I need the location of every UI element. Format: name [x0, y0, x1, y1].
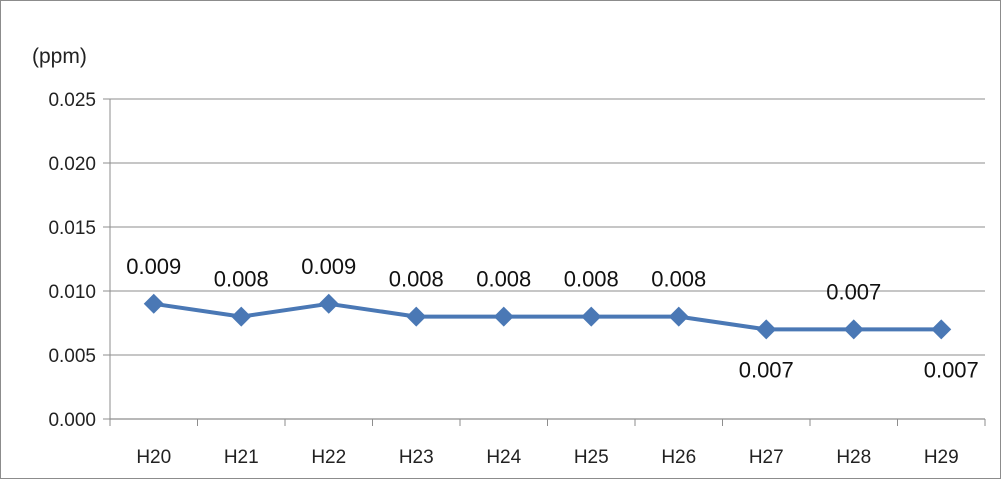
x-tick-label: H24 [486, 447, 521, 468]
y-tick-labels: 0.000 0.005 0.010 0.015 0.020 0.025 [48, 90, 96, 431]
data-point [756, 319, 777, 340]
data-label: 0.008 [476, 267, 531, 292]
data-label: 0.008 [214, 267, 269, 292]
series-line [153, 301, 942, 332]
y-tick-label: 0.025 [48, 90, 96, 111]
y-tick-label: 0.000 [48, 410, 96, 431]
x-tick-label: H25 [574, 447, 609, 468]
x-tick-label: H27 [749, 447, 784, 468]
data-label: 0.009 [301, 254, 356, 279]
y-axis-label: (ppm) [32, 45, 87, 68]
data-label: 0.007 [924, 357, 979, 382]
data-label: 0.008 [564, 267, 619, 292]
data-label: 0.007 [826, 279, 881, 304]
gridlines [103, 98, 985, 420]
data-point [406, 306, 427, 327]
data-label: 0.008 [651, 267, 706, 292]
data-point [581, 306, 602, 327]
data-point [493, 306, 514, 327]
x-tick-label: H26 [661, 447, 696, 468]
data-point [231, 306, 252, 327]
x-tick-label: H21 [224, 447, 259, 468]
y-tick-label: 0.020 [48, 154, 96, 175]
y-tick-label: 0.015 [48, 218, 96, 239]
axes [109, 99, 986, 426]
x-tick-label: H28 [836, 447, 871, 468]
data-labels: 0.009 0.008 0.009 0.008 0.008 0.008 0.008 0.007… [126, 254, 979, 383]
x-tick-label: H29 [924, 447, 959, 468]
y-tick-label: 0.005 [48, 346, 96, 367]
data-point [668, 306, 689, 327]
data-point [143, 293, 164, 314]
x-tick-label: H20 [136, 447, 171, 468]
data-label: 0.008 [389, 267, 444, 292]
y-tick-label: 0.010 [48, 282, 96, 303]
series-group [143, 293, 952, 340]
data-point [843, 319, 864, 340]
x-tick-label: H22 [311, 447, 346, 468]
x-tick-label: H23 [399, 447, 434, 468]
data-point [318, 293, 339, 314]
data-point [931, 319, 952, 340]
data-label: 0.009 [126, 254, 181, 279]
data-label: 0.007 [739, 357, 794, 382]
x-tick-labels: H20 H21 H22 H23 H24 H25 H26 H27 H28 H29 [136, 447, 958, 468]
